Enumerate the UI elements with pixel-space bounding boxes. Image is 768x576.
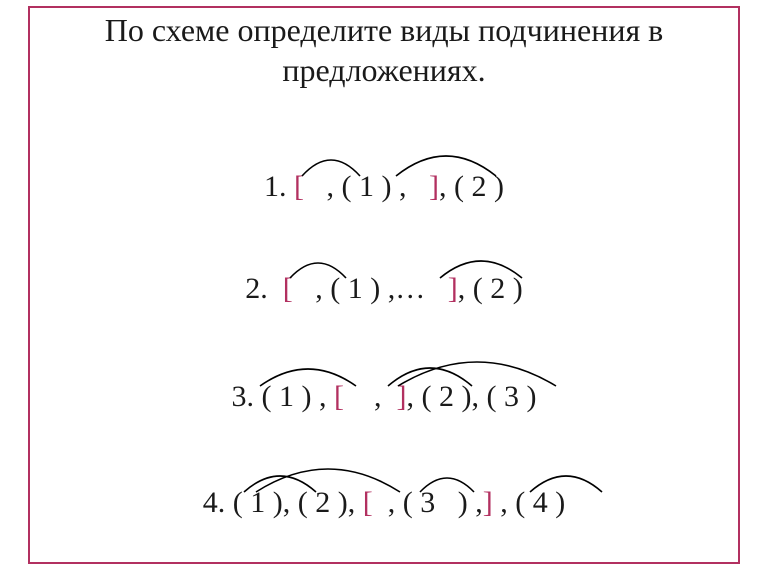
row-2-part-3: ] xyxy=(448,272,458,305)
schema-row-3: 3. ( 1 ) , [ , ], ( 2 ), ( 3 ) xyxy=(0,380,768,414)
row-1-part-1: [ xyxy=(294,170,304,203)
schema-row-2: 2. [ , ( 1 ) ,… ], ( 2 ) xyxy=(0,272,768,306)
schema-row-4: 4. ( 1 ), ( 2 ), [ , ( 3 ) ,] , ( 4 ) xyxy=(0,486,768,520)
row-4-part-3: ] xyxy=(483,486,493,519)
row-3-part-2: , xyxy=(344,380,397,413)
row-3-part-4: , ( 2 ), ( 3 ) xyxy=(407,380,537,413)
row-4-part-4: , ( 4 ) xyxy=(493,486,565,519)
row-3-part-3: ] xyxy=(397,380,407,413)
row-3-part-0: 3. ( 1 ) , xyxy=(232,380,334,413)
row-3-part-1: [ xyxy=(334,380,344,413)
row-4-part-0: 4. ( 1 ), ( 2 ), xyxy=(203,486,363,519)
row-4-part-1: [ xyxy=(363,486,373,519)
title-line-1: По схеме определите виды подчинения в xyxy=(105,12,664,48)
row-1-part-0: 1. xyxy=(264,170,294,203)
schema-row-1: 1. [ , ( 1 ) , ], ( 2 ) xyxy=(0,170,768,204)
row-2-part-0: 2. xyxy=(245,272,283,305)
row-2-part-4: , ( 2 ) xyxy=(458,272,523,305)
title-line-2: предложениях. xyxy=(282,52,485,88)
page-title: По схеме определите виды подчинения в пр… xyxy=(0,10,768,90)
row-1-part-2: , ( 1 ) , xyxy=(304,170,429,203)
row-4-part-2: , ( 3 ) , xyxy=(373,486,483,519)
row-2-part-1: [ xyxy=(283,272,293,305)
row-2-part-2: , ( 1 ) ,… xyxy=(293,272,448,305)
row-1-part-3: ] xyxy=(429,170,439,203)
row-1-part-4: , ( 2 ) xyxy=(439,170,504,203)
